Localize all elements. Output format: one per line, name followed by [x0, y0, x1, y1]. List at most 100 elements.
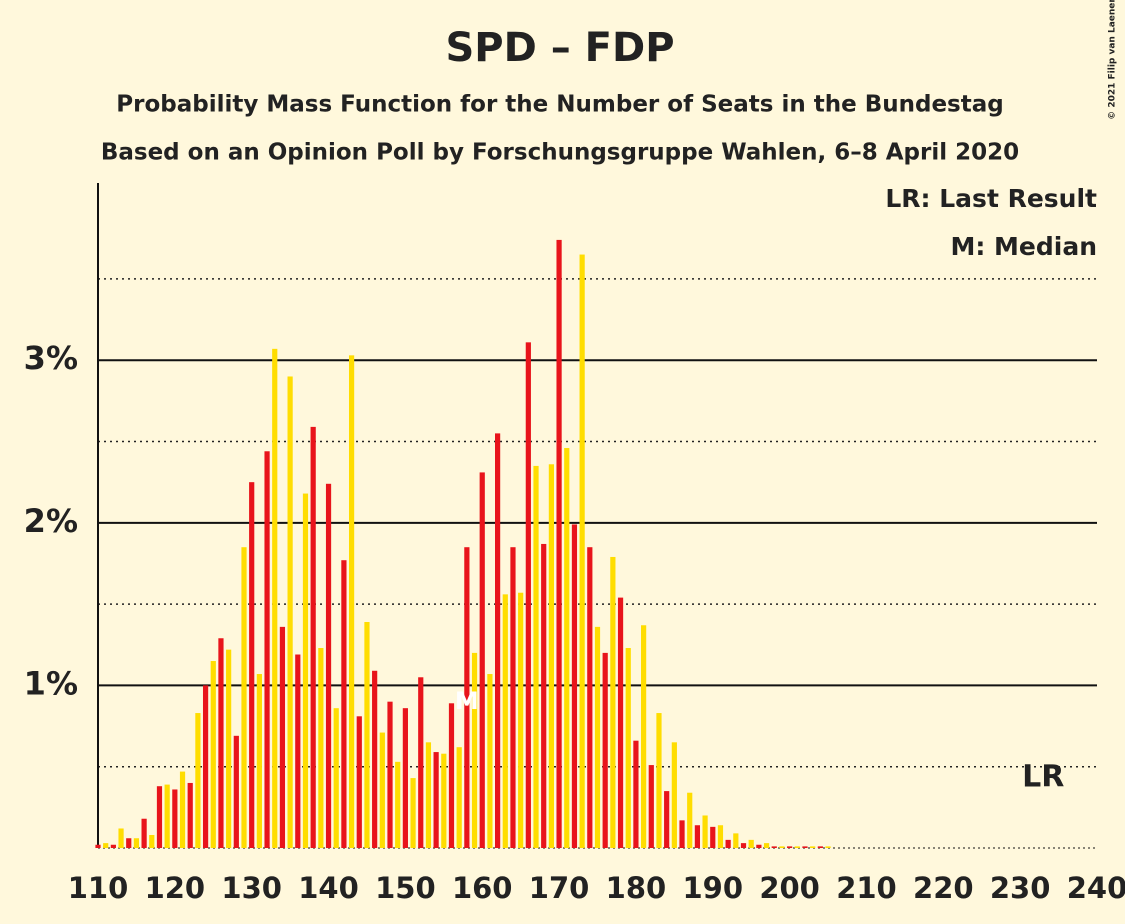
chart-subtitle: Based on an Opinion Poll by Forschungsgr…	[101, 140, 1019, 166]
bar	[710, 826, 716, 848]
bar	[502, 594, 508, 848]
bar	[410, 778, 416, 848]
bar	[318, 648, 324, 848]
x-tick-label: 150	[375, 871, 436, 905]
bar	[587, 547, 593, 848]
bar	[656, 713, 662, 848]
chart-subtitle: Probability Mass Function for the Number…	[116, 92, 1003, 118]
bar	[364, 621, 370, 848]
bar	[664, 791, 670, 848]
y-tick-label: 1%	[24, 664, 78, 702]
bar	[141, 818, 147, 848]
bar	[333, 708, 339, 848]
bar	[702, 815, 708, 848]
bar	[233, 735, 239, 848]
bar	[441, 753, 447, 848]
y-tick-label: 3%	[24, 339, 78, 377]
bar	[564, 448, 570, 848]
bar	[156, 786, 163, 848]
bar	[641, 625, 647, 848]
bar	[679, 820, 685, 848]
bar	[256, 674, 262, 848]
bar	[787, 846, 793, 848]
bar	[771, 846, 777, 848]
bar	[202, 685, 209, 848]
bar	[310, 426, 316, 848]
bar	[471, 652, 478, 848]
bar	[287, 376, 293, 848]
bar	[541, 543, 547, 848]
x-tick-label: 170	[529, 871, 590, 905]
bar	[126, 838, 132, 848]
x-tick-label: 220	[913, 871, 974, 905]
bar	[348, 355, 355, 848]
bar	[794, 846, 800, 848]
x-tick-label: 120	[145, 871, 206, 905]
bar	[264, 451, 270, 848]
bar	[402, 708, 408, 848]
bar	[279, 626, 286, 848]
bar	[387, 701, 393, 848]
bar	[556, 239, 562, 848]
bar	[763, 843, 770, 848]
bar	[625, 648, 631, 848]
legend-entry: M: Median	[950, 232, 1097, 261]
bar	[356, 716, 362, 848]
bar	[226, 649, 232, 848]
x-tick-label: 130	[221, 871, 282, 905]
x-tick-label: 180	[606, 871, 667, 905]
copyright: © 2021 Filip van Laenen	[1108, 0, 1118, 120]
bar	[717, 825, 724, 848]
bar	[510, 547, 516, 848]
bar	[579, 254, 585, 848]
bar	[95, 844, 101, 848]
bar	[817, 846, 823, 848]
x-tick-label: 190	[682, 871, 743, 905]
bar	[464, 547, 470, 848]
bar	[302, 493, 309, 848]
y-tick-label: 2%	[24, 502, 78, 540]
bar	[594, 626, 601, 848]
bar	[448, 703, 455, 848]
bar	[418, 677, 424, 848]
bar	[617, 597, 624, 848]
bar	[633, 740, 639, 848]
bar	[179, 771, 186, 848]
median-marker: M	[455, 687, 479, 715]
bar	[210, 661, 216, 848]
bar	[533, 465, 539, 848]
bar	[295, 654, 301, 848]
bar	[164, 784, 170, 848]
bar	[671, 742, 677, 848]
bar	[495, 433, 501, 848]
x-tick-label: 210	[836, 871, 897, 905]
chart-title: SPD – FDP	[445, 25, 674, 71]
bar	[249, 482, 255, 848]
bar	[149, 834, 155, 848]
bar	[433, 752, 439, 848]
x-tick-label: 200	[759, 871, 820, 905]
bar	[687, 792, 693, 848]
bar	[456, 747, 462, 848]
last-result-marker: LR	[1022, 760, 1064, 795]
bar	[756, 844, 762, 848]
bar	[725, 839, 731, 848]
bar	[548, 464, 554, 848]
bar	[740, 843, 747, 848]
bar	[325, 483, 332, 848]
bar	[825, 846, 831, 848]
bar	[479, 472, 485, 848]
x-tick-label: 110	[68, 871, 129, 905]
bar	[379, 732, 385, 848]
bar	[425, 742, 432, 848]
bar	[372, 670, 378, 848]
bar	[341, 560, 347, 848]
bar	[518, 592, 524, 848]
x-tick-label: 140	[298, 871, 359, 905]
bar	[802, 846, 808, 848]
bar	[694, 825, 700, 848]
bar	[195, 713, 201, 848]
bar	[172, 789, 178, 848]
